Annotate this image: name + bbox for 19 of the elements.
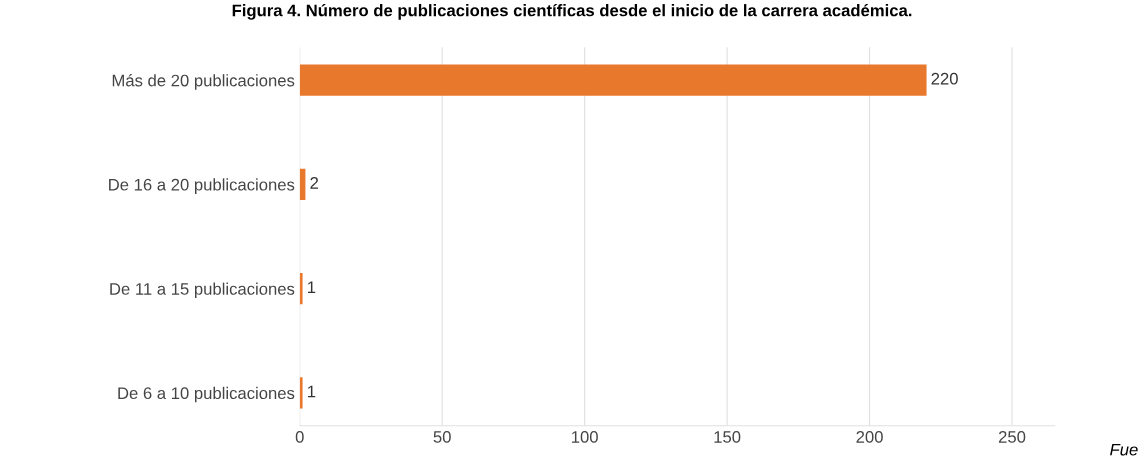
y-tick-label: De 16 a 20 publicaciones	[109, 178, 295, 194]
data-label: 220	[931, 72, 958, 85]
text: Fue	[1110, 443, 1138, 456]
chart-title: Figura 4. Número de publicaciones científicas desde el inicio de la carrera académica.	[232, 3, 912, 20]
x-tick-label: 50	[433, 431, 451, 443]
data-label: 1	[308, 281, 316, 293]
bar	[299, 272, 303, 305]
y-tick-label: Más de 20 publicaciones	[112, 74, 295, 90]
x-tick-label: 0	[295, 431, 304, 443]
x-tick-label: 250	[998, 431, 1026, 443]
x-tick-label: 200	[856, 431, 883, 443]
bar	[299, 377, 303, 409]
data-label: 2	[310, 177, 319, 189]
bar	[299, 64, 927, 96]
data-label: 1	[308, 385, 316, 398]
y-tick-label: De 11 a 15 publicaciones	[110, 282, 295, 299]
x-tick-label: 100	[572, 431, 598, 443]
y-tick-label: De 6 a 10 publicaciones	[118, 386, 295, 403]
x-tick-label: 150	[714, 431, 741, 443]
